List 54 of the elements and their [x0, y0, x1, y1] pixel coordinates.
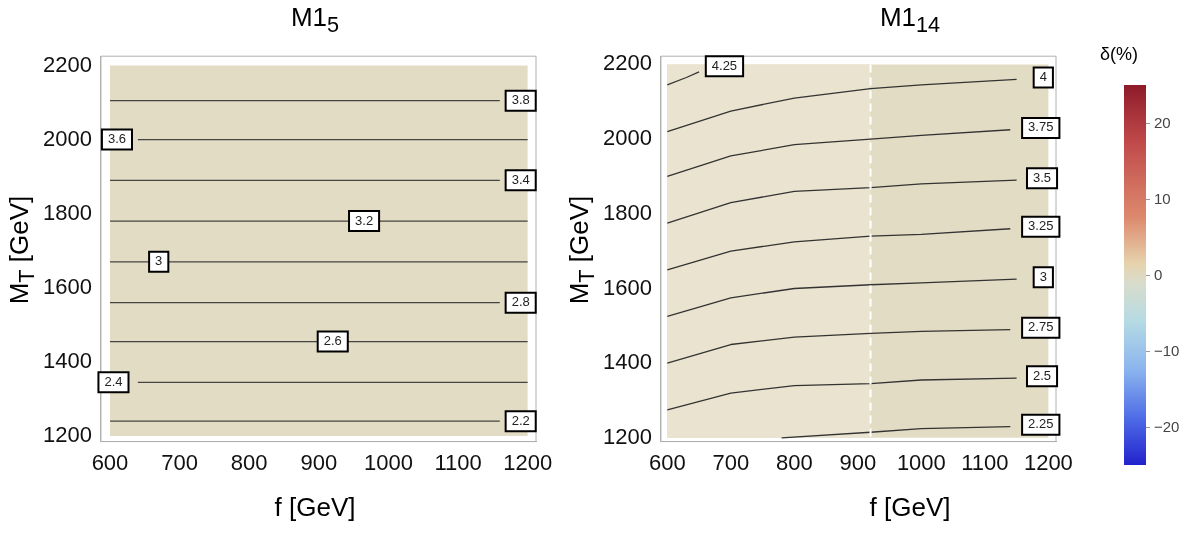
- color-bar-label: 20: [1154, 114, 1171, 132]
- annotation: 4.25: [711, 57, 738, 73]
- y-tick-label: 2000: [602, 125, 652, 151]
- annotation: 3: [1039, 268, 1047, 284]
- annotation: 3.6: [107, 131, 126, 147]
- y-tick-label: 1200: [42, 422, 92, 448]
- annotation: 3: [155, 253, 163, 269]
- y-tick-label: 1400: [602, 349, 652, 375]
- annotation: 2.8: [511, 294, 530, 310]
- annotation: 2.4: [104, 373, 123, 389]
- y-tick-label: 1800: [602, 199, 652, 225]
- x-tick-label: 800: [230, 449, 268, 475]
- annotation: 2.6: [323, 333, 342, 349]
- x-axis-title: f [GeV]: [273, 492, 357, 523]
- y-tick-label: 1800: [42, 199, 92, 225]
- x-tick-label: 1000: [363, 449, 413, 475]
- annotation: 3.2: [355, 212, 374, 228]
- annotation: 2.2: [511, 412, 530, 428]
- x-tick-label: 1000: [896, 449, 946, 475]
- y-tick-label: 2200: [42, 51, 92, 77]
- color-bar-label: −20: [1154, 418, 1180, 436]
- x-tick-label: 1100: [961, 449, 1009, 475]
- annotation: 2.75: [1028, 319, 1054, 335]
- x-tick-label: 700: [712, 449, 750, 475]
- y-tick-label: 1600: [602, 274, 652, 300]
- x-tick-label: 900: [839, 449, 877, 475]
- x-tick-label: 600: [91, 449, 129, 475]
- annotation: 2.5: [1032, 367, 1052, 383]
- color-bar-label: 10: [1154, 190, 1171, 208]
- annotation: 3.8: [511, 92, 530, 108]
- x-tick-label: 1200: [503, 449, 553, 475]
- x-tick-label: 600: [648, 449, 686, 475]
- annotation: 3.5: [1032, 169, 1052, 185]
- color-bar-label: 0: [1154, 266, 1163, 284]
- y-tick-label: 1200: [602, 423, 652, 449]
- x-tick-label: 700: [161, 449, 198, 475]
- y-tick-label: 1600: [42, 273, 92, 299]
- annotation: 3.75: [1028, 119, 1054, 135]
- chart-title: M1$_{14}$: [878, 2, 942, 39]
- chart-title: M1$_{5}$: [289, 2, 341, 39]
- y-tick-label: 1400: [42, 347, 92, 373]
- annotation: 2.25: [1028, 416, 1054, 432]
- x-tick-label: 1100: [434, 449, 482, 475]
- x-axis-title: f [GeV]: [868, 492, 952, 523]
- annotation: 4: [1039, 69, 1047, 85]
- y-tick-label: 2000: [42, 125, 92, 151]
- annotation: 3.4: [511, 171, 530, 187]
- y-tick-label: 2200: [602, 50, 652, 76]
- color-bar-title: δ(%): [1100, 44, 1139, 65]
- x-tick-label: 1200: [1023, 449, 1073, 475]
- annotation: 3.25: [1028, 218, 1054, 234]
- x-tick-label: 900: [300, 449, 338, 475]
- color-bar-label: −10: [1154, 342, 1180, 360]
- x-tick-label: 800: [775, 449, 813, 475]
